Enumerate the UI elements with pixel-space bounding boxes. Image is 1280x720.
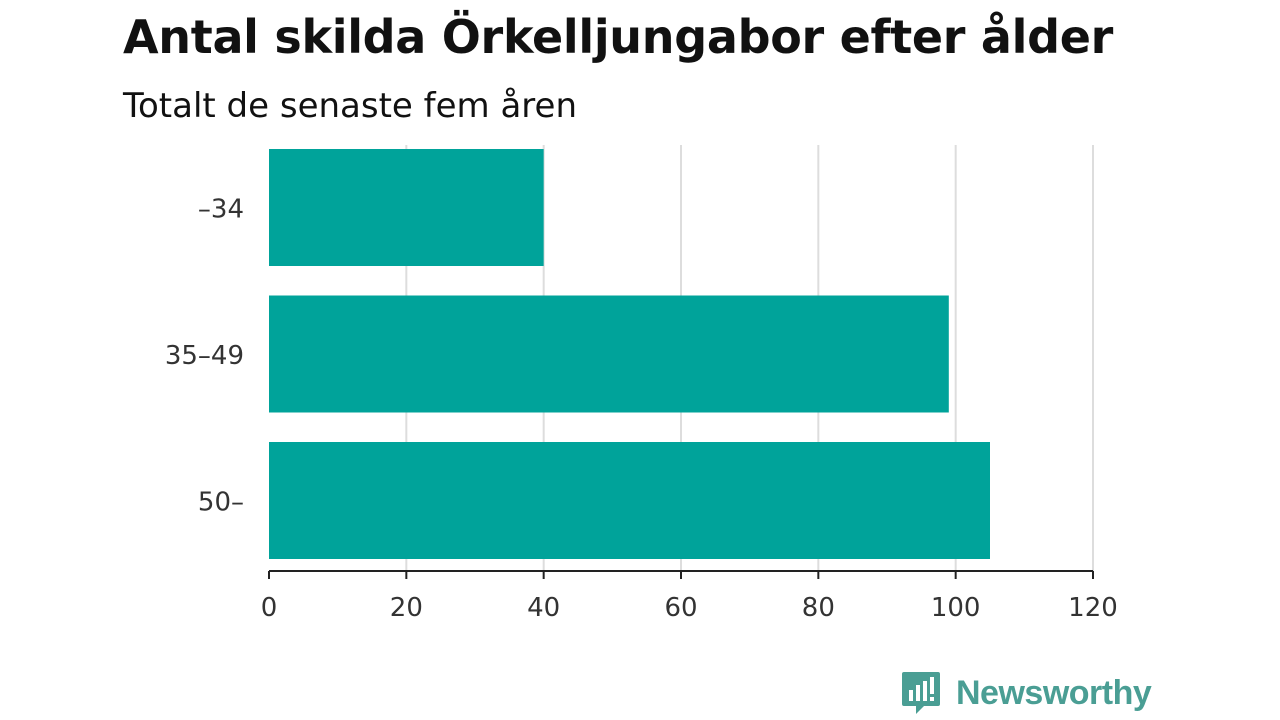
bar: [269, 295, 949, 413]
chart-title: Antal skilda Örkelljungabor efter ålder: [123, 10, 1114, 64]
brand-logo: Newsworthy: [900, 668, 1152, 718]
brand-name: Newsworthy: [956, 673, 1152, 712]
x-axis: 0 20 40 60 80 100 120: [261, 570, 1118, 623]
bars: [269, 149, 990, 559]
x-tick-label: 40: [527, 593, 560, 623]
x-tick-label: 60: [664, 593, 697, 623]
bar: [269, 442, 990, 559]
chart-subtitle: Totalt de senaste fem åren: [123, 86, 577, 126]
x-tick-label: 100: [931, 593, 981, 623]
x-tick-label: 80: [802, 593, 835, 623]
x-tick-label: 0: [261, 593, 278, 623]
category-label: 35–49: [165, 341, 244, 371]
bar: [269, 149, 544, 266]
x-tick-label: 120: [1068, 593, 1118, 623]
category-label: –34: [198, 195, 244, 225]
x-tick-label: 20: [390, 593, 423, 623]
newsworthy-logo-icon: [902, 672, 940, 714]
category-label: 50–: [198, 488, 244, 518]
category-labels: –34 35–49 50–: [165, 195, 244, 518]
